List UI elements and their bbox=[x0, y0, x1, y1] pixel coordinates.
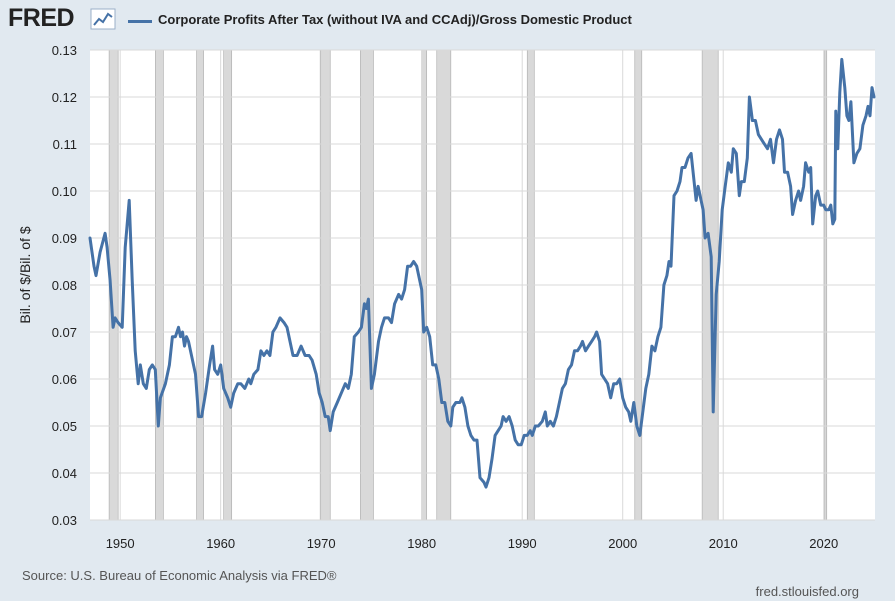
x-tick-label: 1980 bbox=[407, 536, 436, 551]
legend-swatch bbox=[128, 20, 152, 23]
x-axis-ticks: 1950 1960 1970 1980 1990 2000 2010 2020 bbox=[106, 536, 839, 551]
x-tick-label: 2010 bbox=[709, 536, 738, 551]
y-tick-label: 0.12 bbox=[52, 90, 77, 105]
y-tick-label: 0.08 bbox=[52, 278, 77, 293]
y-tick-label: 0.03 bbox=[52, 513, 77, 528]
trend-chart-icon bbox=[90, 8, 116, 30]
x-tick-label: 1990 bbox=[508, 536, 537, 551]
x-tick-label: 1970 bbox=[307, 536, 336, 551]
site-url[interactable]: fred.stlouisfed.org bbox=[755, 584, 859, 599]
legend-series-label: Corporate Profits After Tax (without IVA… bbox=[158, 12, 632, 27]
y-tick-label: 0.04 bbox=[52, 466, 77, 481]
y-tick-label: 0.09 bbox=[52, 231, 77, 246]
header: FRED Corporate Profits After Tax (withou… bbox=[0, 0, 895, 40]
x-tick-label: 1950 bbox=[106, 536, 135, 551]
y-axis-ticks: 0.03 0.04 0.05 0.06 0.07 0.08 0.09 0.10 0.11 0.12… bbox=[52, 43, 77, 528]
x-tick-label: 1960 bbox=[206, 536, 235, 551]
y-tick-label: 0.05 bbox=[52, 419, 77, 434]
x-tick-label: 2000 bbox=[608, 536, 637, 551]
y-tick-label: 0.07 bbox=[52, 325, 77, 340]
y-tick-label: 0.11 bbox=[53, 137, 77, 152]
y-tick-label: 0.10 bbox=[52, 184, 77, 199]
y-tick-label: 0.06 bbox=[52, 372, 77, 387]
fred-logo[interactable]: FRED bbox=[8, 4, 75, 32]
series-line[interactable] bbox=[88, 57, 876, 489]
gridlines bbox=[90, 49, 875, 521]
source-note: Source: U.S. Bureau of Economic Analysis… bbox=[22, 568, 337, 583]
y-tick-label: 0.13 bbox=[52, 43, 77, 58]
x-tick-label: 2020 bbox=[809, 536, 838, 551]
y-axis-title: Bil. of $/Bil. of $ bbox=[17, 226, 33, 323]
